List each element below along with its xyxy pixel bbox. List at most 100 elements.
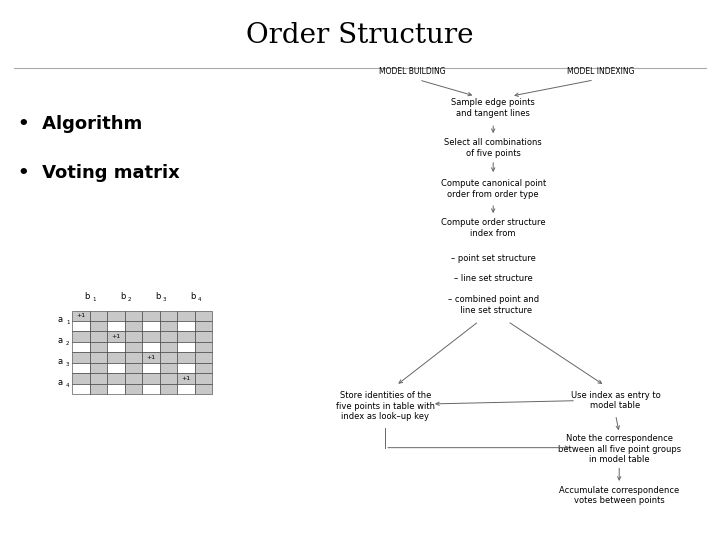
- Bar: [72, 310, 89, 321]
- Bar: [72, 363, 89, 373]
- Bar: [125, 310, 143, 321]
- Text: – point set structure: – point set structure: [451, 254, 536, 262]
- Bar: [107, 342, 125, 352]
- Bar: [195, 384, 212, 394]
- Bar: [195, 363, 212, 373]
- Bar: [107, 321, 125, 332]
- Text: Compute order structure
index from: Compute order structure index from: [441, 218, 546, 238]
- Bar: [89, 321, 107, 332]
- Bar: [177, 321, 195, 332]
- Text: Use index as entry to
model table: Use index as entry to model table: [571, 391, 660, 410]
- Bar: [72, 321, 89, 332]
- Bar: [107, 373, 125, 384]
- Bar: [72, 353, 89, 363]
- Bar: [160, 384, 177, 394]
- Text: •  Algorithm: • Algorithm: [18, 115, 143, 133]
- Bar: [160, 373, 177, 384]
- Bar: [72, 373, 89, 384]
- Text: b: b: [190, 292, 195, 301]
- Bar: [72, 342, 89, 352]
- Bar: [195, 332, 212, 342]
- Bar: [195, 321, 212, 332]
- Bar: [107, 310, 125, 321]
- Bar: [89, 310, 107, 321]
- Text: 2: 2: [66, 341, 69, 346]
- Text: a: a: [58, 378, 63, 387]
- Bar: [160, 321, 177, 332]
- Bar: [89, 373, 107, 384]
- Bar: [177, 332, 195, 342]
- Bar: [160, 363, 177, 373]
- Text: +1: +1: [181, 376, 191, 381]
- Text: Order Structure: Order Structure: [246, 22, 474, 49]
- Text: MODEL BUILDING: MODEL BUILDING: [379, 67, 445, 76]
- Text: a: a: [58, 315, 63, 325]
- Bar: [160, 342, 177, 352]
- Text: +1: +1: [146, 355, 156, 360]
- Bar: [107, 363, 125, 373]
- Text: a: a: [58, 357, 63, 366]
- Text: 3: 3: [66, 362, 69, 367]
- Bar: [89, 342, 107, 352]
- Bar: [107, 353, 125, 363]
- Text: Select all combinations
of five points: Select all combinations of five points: [444, 138, 542, 158]
- Bar: [195, 310, 212, 321]
- Text: b: b: [120, 292, 125, 301]
- Bar: [160, 332, 177, 342]
- Bar: [143, 363, 160, 373]
- Bar: [177, 373, 195, 384]
- Bar: [89, 332, 107, 342]
- Bar: [177, 310, 195, 321]
- Text: 3: 3: [162, 298, 166, 302]
- Text: – line set structure: – line set structure: [454, 274, 533, 283]
- Bar: [72, 332, 89, 342]
- Bar: [160, 353, 177, 363]
- Bar: [160, 310, 177, 321]
- Text: Store identities of the
five points in table with
index as look–up key: Store identities of the five points in t…: [336, 391, 435, 421]
- Bar: [177, 353, 195, 363]
- Text: •  Voting matrix: • Voting matrix: [18, 164, 180, 182]
- Bar: [177, 363, 195, 373]
- Text: 2: 2: [127, 298, 131, 302]
- Bar: [143, 353, 160, 363]
- Text: Compute canonical point
order from order type: Compute canonical point order from order…: [441, 179, 546, 199]
- Bar: [125, 384, 143, 394]
- Bar: [125, 332, 143, 342]
- Bar: [195, 353, 212, 363]
- Bar: [125, 363, 143, 373]
- Bar: [125, 342, 143, 352]
- Text: 1: 1: [66, 320, 69, 325]
- Text: b: b: [155, 292, 161, 301]
- Bar: [125, 321, 143, 332]
- Text: 4: 4: [197, 298, 201, 302]
- Text: 1: 1: [92, 298, 96, 302]
- Bar: [72, 384, 89, 394]
- Bar: [89, 353, 107, 363]
- Bar: [143, 373, 160, 384]
- Bar: [195, 342, 212, 352]
- Bar: [89, 363, 107, 373]
- Text: MODEL INDEXING: MODEL INDEXING: [567, 67, 635, 76]
- Text: Sample edge points
and tangent lines: Sample edge points and tangent lines: [451, 98, 535, 118]
- Bar: [143, 332, 160, 342]
- Bar: [125, 373, 143, 384]
- Bar: [143, 342, 160, 352]
- Text: Note the correspondence
between all five point groups
in model table: Note the correspondence between all five…: [557, 434, 681, 464]
- Text: Accumulate correspondence
votes between points: Accumulate correspondence votes between …: [559, 486, 680, 505]
- Bar: [89, 384, 107, 394]
- Text: +1: +1: [76, 313, 86, 318]
- Text: +1: +1: [112, 334, 120, 339]
- Text: a: a: [58, 336, 63, 345]
- Text: b: b: [85, 292, 90, 301]
- Bar: [143, 321, 160, 332]
- Text: – combined point and
  line set structure: – combined point and line set structure: [448, 295, 539, 315]
- Bar: [107, 332, 125, 342]
- Bar: [143, 384, 160, 394]
- Bar: [195, 373, 212, 384]
- Bar: [143, 310, 160, 321]
- Bar: [177, 342, 195, 352]
- Bar: [107, 384, 125, 394]
- Bar: [177, 384, 195, 394]
- Bar: [125, 353, 143, 363]
- Text: 4: 4: [66, 383, 69, 388]
